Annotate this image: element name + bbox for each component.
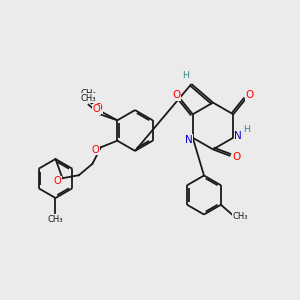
Text: O: O xyxy=(245,90,253,100)
Text: CH₃: CH₃ xyxy=(232,212,248,221)
Text: H: H xyxy=(182,71,190,80)
Text: CH₃: CH₃ xyxy=(80,89,96,98)
Text: H: H xyxy=(244,125,250,134)
Text: O: O xyxy=(92,104,100,115)
Text: CH₃: CH₃ xyxy=(48,214,63,224)
Text: O: O xyxy=(83,89,91,99)
Text: N: N xyxy=(235,131,242,141)
Text: CH₃: CH₃ xyxy=(80,94,96,103)
Text: N: N xyxy=(185,135,193,145)
Text: O: O xyxy=(172,90,181,100)
Text: O: O xyxy=(53,176,61,186)
Text: O: O xyxy=(94,103,102,113)
Text: O: O xyxy=(92,145,100,155)
Text: O: O xyxy=(232,152,241,163)
